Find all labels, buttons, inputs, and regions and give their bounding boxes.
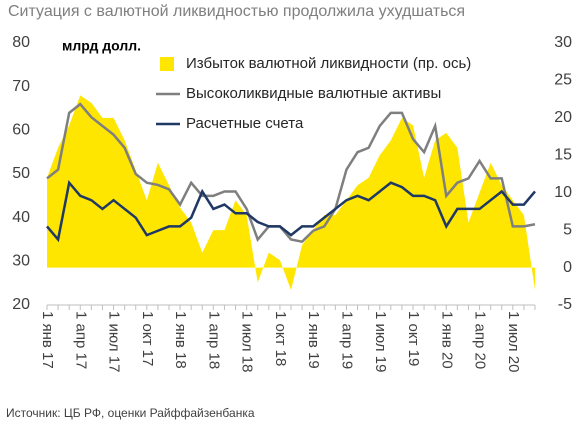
- area-layer: [47, 95, 535, 291]
- line-layer: [46, 102, 536, 244]
- y-tick-label: 60: [12, 122, 30, 139]
- x-tick-label: 1 янв 20: [438, 311, 455, 369]
- x-tick-label: 1 окт 19: [405, 311, 422, 366]
- source: Источник: ЦБ РФ, оценки Райффайзенбанка: [6, 406, 255, 420]
- y2-tick-label: 30: [554, 34, 572, 51]
- x-tick-label: 1 июл 20: [505, 311, 522, 372]
- chart-title: Ситуация с валютной ликвидностью продолж…: [8, 3, 465, 20]
- y2-tick-label: -5: [558, 296, 572, 313]
- y-tick-label: 50: [12, 165, 30, 182]
- line: [46, 102, 536, 244]
- y2-tick-label: 5: [563, 221, 572, 238]
- x-tick-label: 1 янв 18: [172, 311, 189, 369]
- y2-tick-label: 0: [563, 259, 572, 276]
- x-tick-label: 1 апр 18: [205, 311, 222, 369]
- y-tick-label: 40: [12, 209, 30, 226]
- x-tick-label: 1 окт 17: [139, 311, 156, 366]
- legend-label: Высоколиквидные валютные активы: [186, 85, 441, 102]
- legend-label: Расчетные счета: [186, 115, 304, 132]
- x-tick-label: 1 июл 17: [106, 311, 123, 372]
- y-tick-label: 30: [12, 253, 30, 270]
- x-tick-label: 1 окт 18: [272, 311, 289, 366]
- y-axis-label: млрд долл.: [62, 38, 141, 54]
- x-tick-label: 1 янв 17: [39, 311, 56, 369]
- y2-tick-label: 20: [554, 109, 572, 126]
- y-tick-label: 70: [12, 78, 30, 95]
- x-tick-label: 1 апр 19: [338, 311, 355, 369]
- x-tick-label: 1 июл 19: [372, 311, 389, 372]
- x-tick-label: 1 янв 19: [305, 311, 322, 369]
- area: [47, 95, 535, 291]
- x-tick-label: 1 апр 17: [72, 311, 89, 369]
- legend-label: Избыток валютной ликвидности (пр. ось): [186, 55, 471, 72]
- y2-tick-label: 15: [554, 147, 572, 164]
- legend-swatch: [160, 57, 174, 71]
- x-tick-label: 1 июл 18: [239, 311, 256, 372]
- x-tick-label: 1 апр 20: [472, 311, 489, 369]
- y2-tick-label: 10: [554, 184, 572, 201]
- y-tick-label: 80: [12, 34, 30, 51]
- y-tick-label: 20: [12, 296, 30, 313]
- line: [46, 179, 536, 243]
- y2-tick-label: 25: [554, 72, 572, 89]
